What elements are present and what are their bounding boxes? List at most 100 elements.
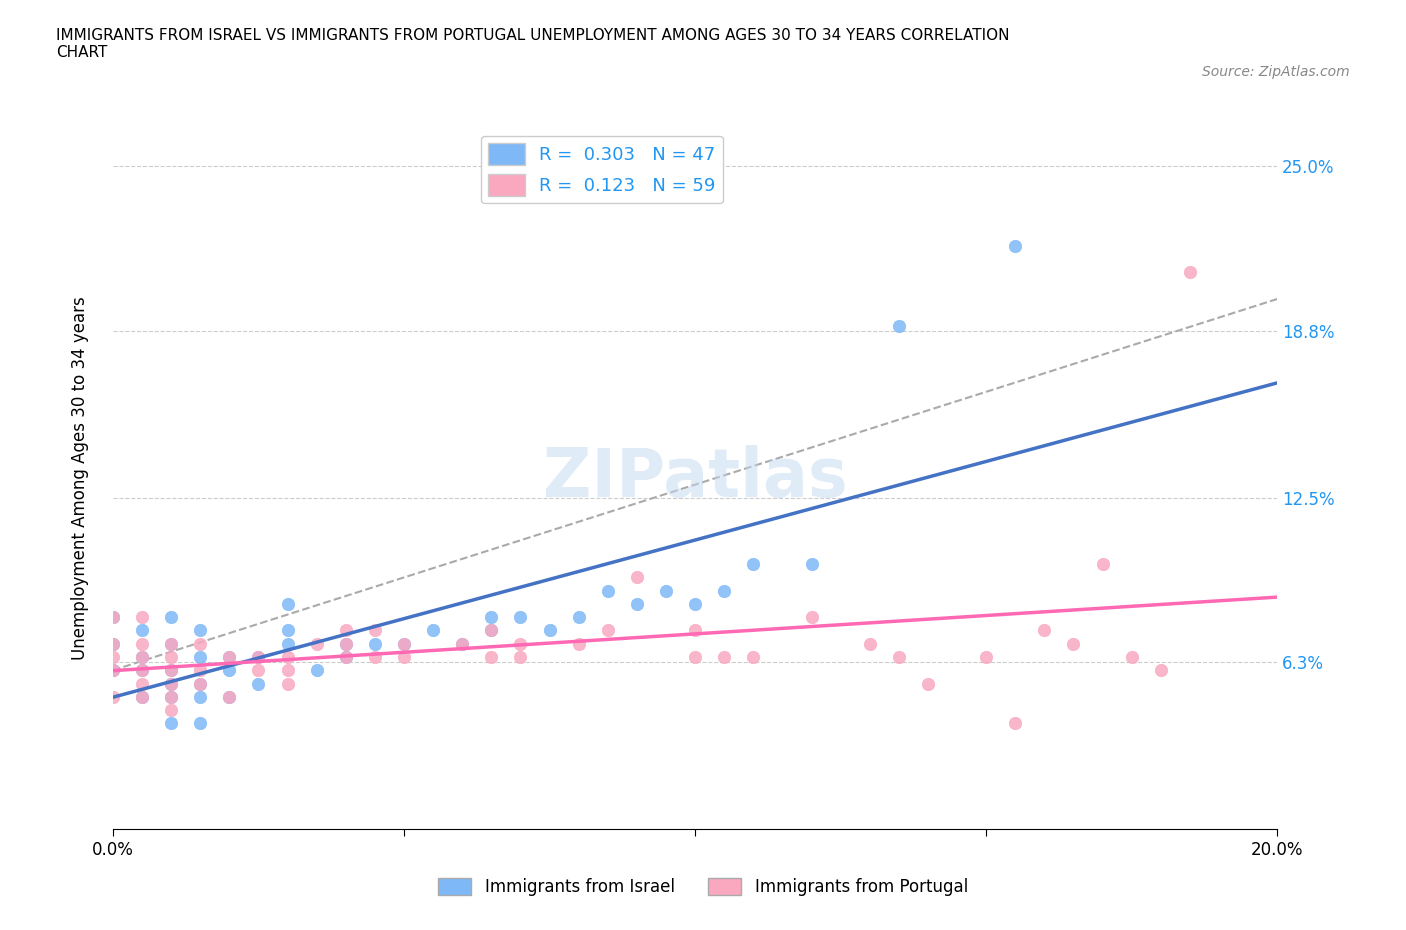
Point xyxy=(160,636,183,651)
Point xyxy=(160,663,183,678)
Point xyxy=(218,689,240,704)
Point xyxy=(188,636,211,651)
Point xyxy=(451,636,474,651)
Point xyxy=(683,596,706,611)
Point xyxy=(626,570,648,585)
Point xyxy=(364,623,387,638)
Point xyxy=(131,663,153,678)
Point xyxy=(131,689,153,704)
Point xyxy=(101,636,124,651)
Point xyxy=(451,636,474,651)
Point xyxy=(188,663,211,678)
Point xyxy=(568,636,591,651)
Text: Source: ZipAtlas.com: Source: ZipAtlas.com xyxy=(1202,65,1350,79)
Point xyxy=(1178,265,1201,280)
Point xyxy=(101,663,124,678)
Text: IMMIGRANTS FROM ISRAEL VS IMMIGRANTS FROM PORTUGAL UNEMPLOYMENT AMONG AGES 30 TO: IMMIGRANTS FROM ISRAEL VS IMMIGRANTS FRO… xyxy=(56,28,1010,60)
Point xyxy=(101,636,124,651)
Point xyxy=(131,649,153,664)
Point xyxy=(392,649,415,664)
Point xyxy=(131,610,153,625)
Point xyxy=(800,610,823,625)
Point xyxy=(131,676,153,691)
Point xyxy=(101,689,124,704)
Point xyxy=(160,702,183,717)
Point xyxy=(247,676,270,691)
Point xyxy=(742,557,765,572)
Point xyxy=(188,716,211,731)
Point xyxy=(335,649,357,664)
Point xyxy=(160,716,183,731)
Legend: R =  0.303   N = 47, R =  0.123   N = 59: R = 0.303 N = 47, R = 0.123 N = 59 xyxy=(481,136,723,203)
Point xyxy=(974,649,997,664)
Point xyxy=(276,596,298,611)
Point xyxy=(364,649,387,664)
Point xyxy=(218,649,240,664)
Point xyxy=(859,636,882,651)
Point xyxy=(392,636,415,651)
Point xyxy=(131,623,153,638)
Point xyxy=(160,636,183,651)
Point xyxy=(131,663,153,678)
Point xyxy=(713,649,735,664)
Point xyxy=(1091,557,1114,572)
Point xyxy=(101,610,124,625)
Legend: Immigrants from Israel, Immigrants from Portugal: Immigrants from Israel, Immigrants from … xyxy=(432,871,974,903)
Point xyxy=(887,649,910,664)
Point xyxy=(276,623,298,638)
Point xyxy=(160,649,183,664)
Point xyxy=(596,583,619,598)
Point xyxy=(596,623,619,638)
Point xyxy=(683,623,706,638)
Point xyxy=(1004,238,1026,253)
Point xyxy=(276,636,298,651)
Point xyxy=(1004,716,1026,731)
Point xyxy=(101,663,124,678)
Point xyxy=(218,663,240,678)
Point xyxy=(131,649,153,664)
Point xyxy=(800,557,823,572)
Y-axis label: Unemployment Among Ages 30 to 34 years: Unemployment Among Ages 30 to 34 years xyxy=(72,296,89,660)
Point xyxy=(479,623,502,638)
Point xyxy=(218,689,240,704)
Point xyxy=(188,689,211,704)
Point xyxy=(422,623,444,638)
Point xyxy=(335,623,357,638)
Point xyxy=(305,663,328,678)
Point xyxy=(1121,649,1143,664)
Point xyxy=(1150,663,1173,678)
Point xyxy=(101,610,124,625)
Point xyxy=(626,596,648,611)
Point xyxy=(247,649,270,664)
Text: ZIPatlas: ZIPatlas xyxy=(543,445,848,511)
Point xyxy=(479,649,502,664)
Point xyxy=(568,610,591,625)
Point xyxy=(392,636,415,651)
Point xyxy=(509,636,531,651)
Point xyxy=(188,623,211,638)
Point xyxy=(160,689,183,704)
Point xyxy=(655,583,678,598)
Point xyxy=(276,649,298,664)
Point xyxy=(742,649,765,664)
Point xyxy=(160,663,183,678)
Point xyxy=(247,663,270,678)
Point xyxy=(188,649,211,664)
Point xyxy=(188,676,211,691)
Point xyxy=(160,676,183,691)
Point xyxy=(509,649,531,664)
Point xyxy=(160,610,183,625)
Point xyxy=(683,649,706,664)
Point xyxy=(101,649,124,664)
Point xyxy=(887,318,910,333)
Point xyxy=(188,676,211,691)
Point xyxy=(276,663,298,678)
Point xyxy=(509,610,531,625)
Point xyxy=(276,676,298,691)
Point xyxy=(713,583,735,598)
Point xyxy=(917,676,939,691)
Point xyxy=(160,676,183,691)
Point xyxy=(479,610,502,625)
Point xyxy=(538,623,561,638)
Point xyxy=(160,689,183,704)
